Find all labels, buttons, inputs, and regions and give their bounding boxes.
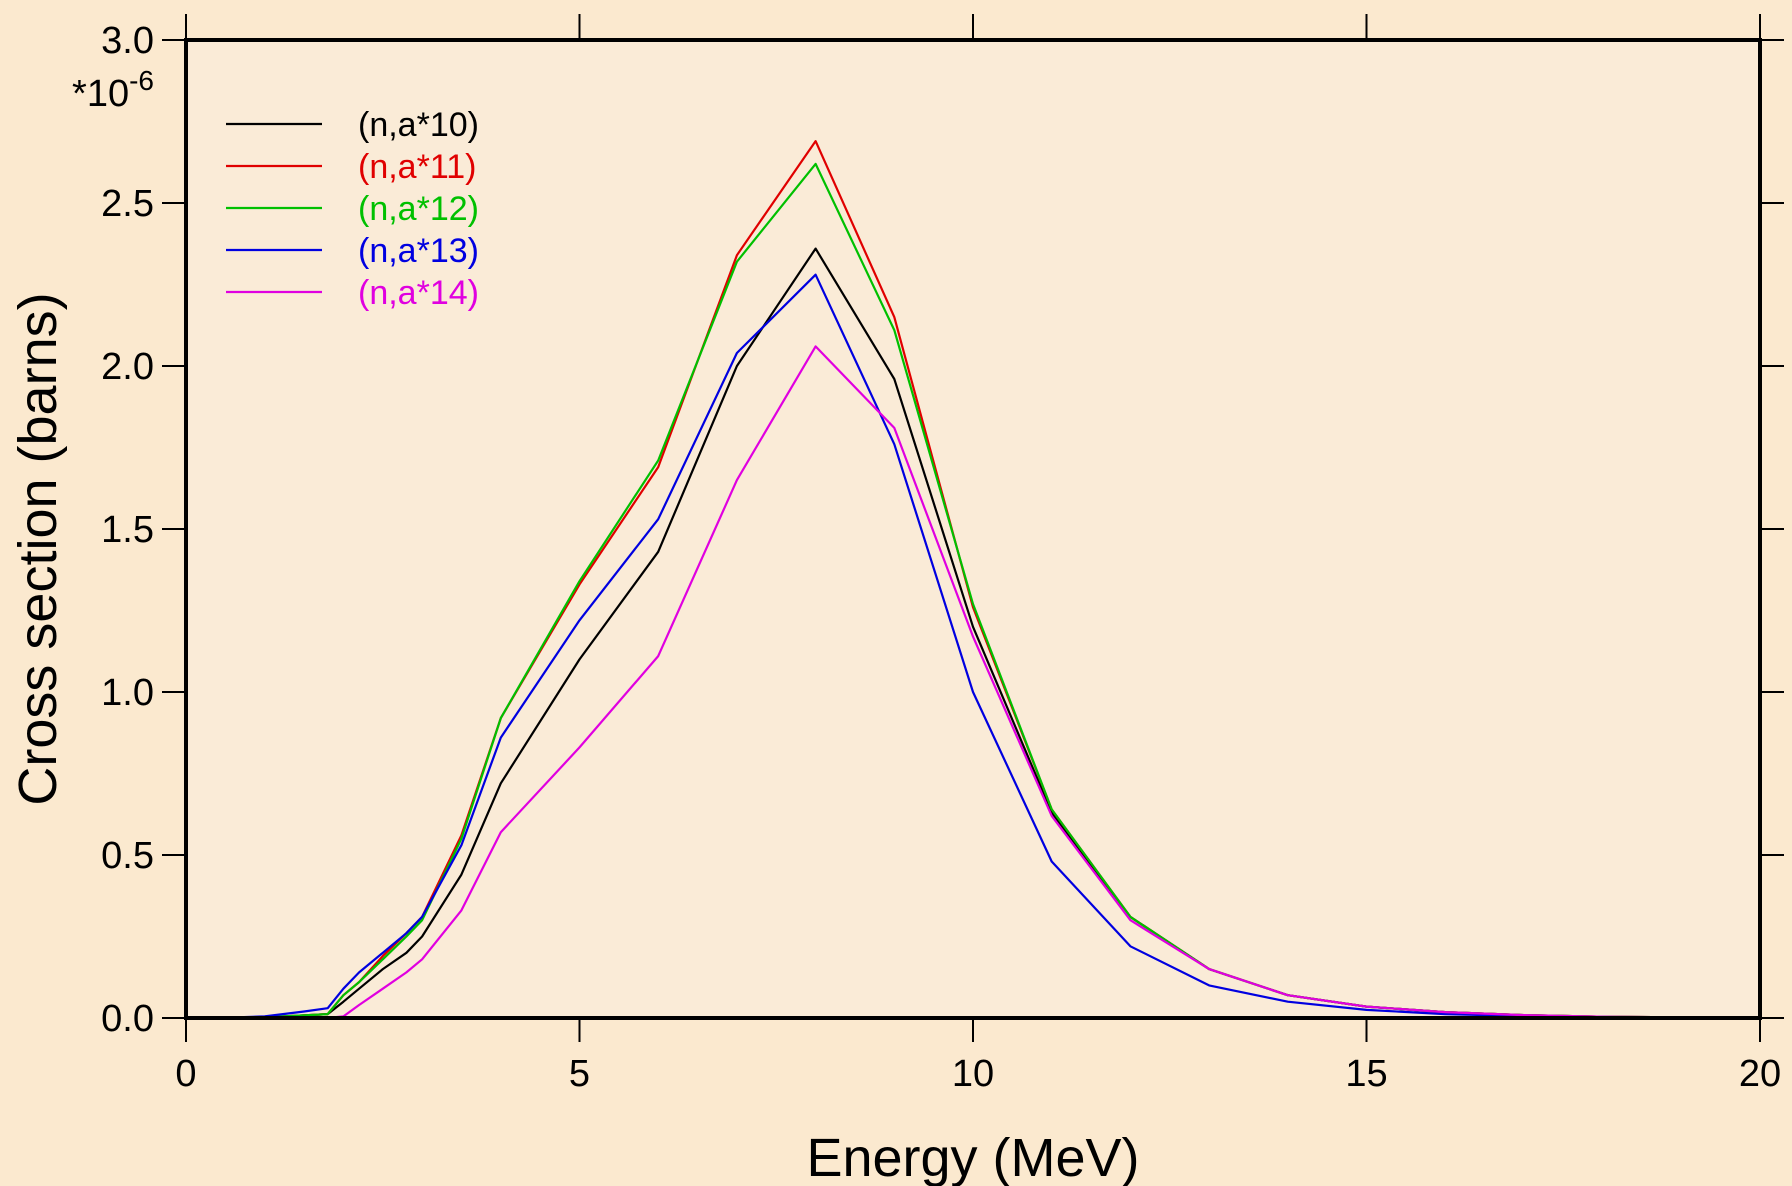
- plot-area: [186, 40, 1760, 1018]
- y-axis-multiplier-exponent: -6: [129, 65, 154, 96]
- legend-label: (n,a*11): [358, 148, 476, 186]
- x-tick-label: 5: [569, 1053, 590, 1095]
- y-tick-label: 3.0: [101, 20, 154, 62]
- y-axis-title: Cross section (barns): [8, 292, 68, 805]
- x-tick-label: 20: [1739, 1053, 1781, 1095]
- tick-layer: 0 5 10 15 20 0.0 0.5 1.0 1.5 2.0 2.5 3.0: [101, 14, 1784, 1095]
- x-axis-title: Energy (MeV): [806, 1128, 1139, 1186]
- series-layer: [185, 140, 1761, 1020]
- y-axis-multiplier: *10-6: [72, 65, 154, 115]
- y-tick-label: 1.0: [101, 672, 154, 714]
- x-tick-label: 10: [952, 1053, 994, 1095]
- y-tick-label: 2.0: [101, 346, 154, 388]
- legend-label: (n,a*13): [358, 232, 479, 270]
- y-tick-label: 2.5: [101, 183, 154, 225]
- x-tick-label: 0: [175, 1053, 196, 1095]
- y-tick-label: 0.0: [101, 998, 154, 1040]
- legend-label: (n,a*14): [358, 274, 479, 312]
- legend: (n,a*10) (n,a*11) (n,a*12) (n,a*13) (n,a*14): [226, 106, 479, 312]
- y-tick-label: 1.5: [101, 509, 154, 551]
- legend-label: (n,a*12): [358, 190, 479, 228]
- legend-label: (n,a*10): [358, 106, 479, 144]
- series-line-4: [185, 273, 1761, 1020]
- y-tick-label: 0.5: [101, 835, 154, 877]
- y-axis-multiplier-base: *10: [72, 73, 129, 115]
- x-tick-label: 15: [1345, 1053, 1387, 1095]
